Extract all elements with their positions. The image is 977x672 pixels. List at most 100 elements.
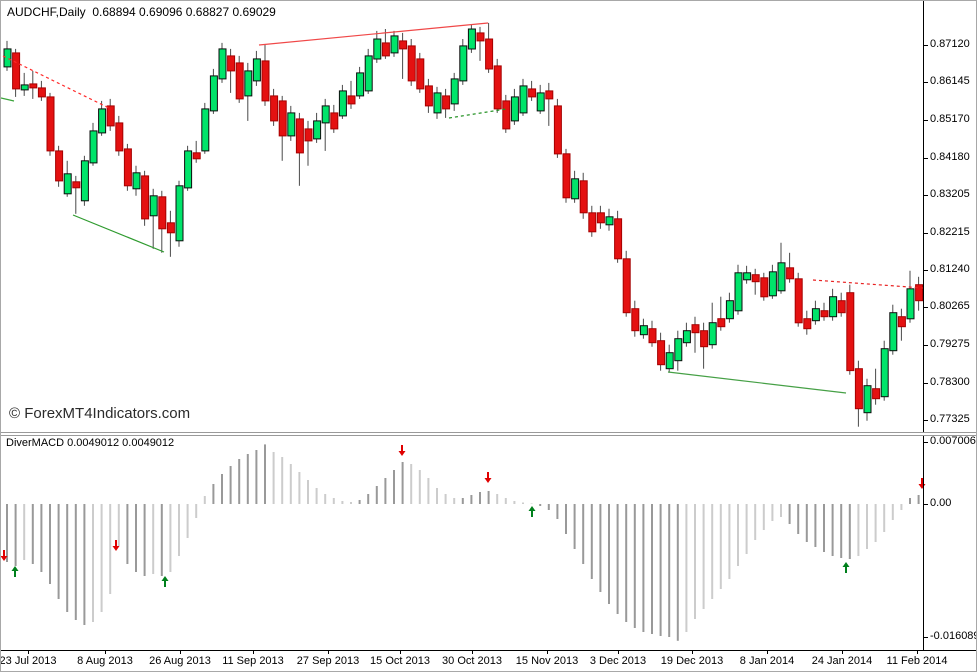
time-axis-label: 11 Sep 2013 xyxy=(222,655,284,667)
histogram-bar xyxy=(289,464,292,504)
bear-candle-body xyxy=(278,100,287,137)
histogram-bar xyxy=(324,494,327,504)
histogram-bar xyxy=(616,504,619,614)
bear-candle-body xyxy=(751,274,760,283)
bear-candle-body xyxy=(424,85,433,107)
histogram-bar xyxy=(909,498,911,504)
histogram-bar xyxy=(762,504,765,530)
histogram-bar xyxy=(195,504,198,518)
histogram-bar xyxy=(66,504,69,612)
bear-candle-body xyxy=(803,318,812,330)
histogram-bar xyxy=(427,478,430,504)
bull-candle-body xyxy=(863,385,872,414)
histogram-bar xyxy=(685,504,688,632)
bear-candle-body xyxy=(476,32,485,42)
indicator-axis-label: -0.0160892 xyxy=(930,630,976,642)
histogram-bar xyxy=(728,504,731,579)
histogram-bar xyxy=(74,504,77,620)
sell-arrow-icon xyxy=(398,445,406,456)
indicator-chart-area[interactable] xyxy=(1,436,923,650)
histogram-bar xyxy=(367,494,370,504)
time-axis-label: 26 Aug 2013 xyxy=(149,655,211,667)
watermark: © ForexMT4Indicators.com xyxy=(9,405,191,422)
buy-arrow-icon xyxy=(161,576,169,587)
bear-candle-body xyxy=(562,153,571,199)
bull-candle-body xyxy=(63,173,72,195)
histogram-bar xyxy=(814,504,817,547)
buy-arrow-icon xyxy=(842,562,850,573)
bull-candle-body xyxy=(829,296,838,318)
histogram-bar xyxy=(281,457,284,504)
price-axis-label: 0.83205 xyxy=(930,188,970,200)
histogram-bar xyxy=(393,470,395,504)
histogram-bar xyxy=(590,504,593,579)
histogram-bar xyxy=(676,504,679,641)
bear-candle-body xyxy=(166,222,175,234)
bear-candle-body xyxy=(846,292,855,372)
bear-candle-body xyxy=(897,316,906,328)
histogram-bar xyxy=(272,452,275,504)
histogram-bar xyxy=(384,478,387,504)
histogram-bar xyxy=(797,504,800,534)
bear-candle-body xyxy=(442,95,451,110)
price-axis-label: 0.79275 xyxy=(930,338,970,350)
histogram-bar xyxy=(186,504,189,538)
bull-candle-body xyxy=(356,72,365,97)
histogram-bar xyxy=(31,504,34,564)
bear-candle-body xyxy=(381,42,390,57)
price-axis-labels: 0.87120 0.86145 0.85170 0.84180 0.83205 0.822… xyxy=(923,1,976,432)
bear-candle-body xyxy=(261,60,270,102)
bull-candle-body xyxy=(287,112,296,137)
bear-candle-body xyxy=(235,62,244,100)
histogram-bar xyxy=(582,504,585,564)
histogram-bar xyxy=(40,504,43,572)
histogram-bar xyxy=(109,504,112,594)
histogram-bar xyxy=(565,504,567,534)
histogram-bar xyxy=(504,498,507,504)
histogram-bar xyxy=(866,504,868,549)
bull-candle-body xyxy=(321,105,330,124)
bear-candle-body xyxy=(786,267,795,280)
histogram-bar xyxy=(891,504,894,520)
bear-candle-body xyxy=(46,96,55,152)
bear-candle-body xyxy=(106,105,115,127)
time-axis-label: 23 Jul 2013 xyxy=(0,655,57,667)
candlestick-series xyxy=(3,22,924,427)
bear-candle-body xyxy=(872,388,881,400)
price-axis-label: 0.82215 xyxy=(930,226,970,238)
main-chart-area[interactable] xyxy=(1,1,923,432)
histogram-bar xyxy=(745,504,748,554)
bull-candle-body xyxy=(89,130,98,164)
histogram-bar xyxy=(117,504,120,546)
early-bullish-divergence-line xyxy=(72,214,165,253)
bear-candle-body xyxy=(72,181,81,189)
bull-candle-body xyxy=(3,48,12,68)
histogram-bar xyxy=(410,464,413,504)
time-axis-label: 15 Oct 2013 xyxy=(370,655,430,667)
bear-candle-body xyxy=(12,52,21,90)
histogram-bar xyxy=(453,498,456,504)
histogram-bar xyxy=(754,504,757,540)
bull-candle-body xyxy=(536,92,545,112)
histogram-bar xyxy=(23,504,26,560)
histogram-bar xyxy=(633,504,636,628)
bull-candle-body xyxy=(708,322,717,346)
histogram-bar xyxy=(573,504,576,549)
bear-candle-body xyxy=(837,300,846,314)
histogram-bar xyxy=(143,504,146,576)
price-axis-label: 0.81240 xyxy=(930,263,970,275)
divergence-trendlines xyxy=(1,22,924,394)
histogram-bar xyxy=(659,504,662,636)
histogram-bar xyxy=(418,470,421,504)
price-axis-label: 0.85170 xyxy=(930,113,970,125)
bear-candle-body xyxy=(399,40,408,50)
bear-candle-body xyxy=(528,88,537,98)
histogram-bar xyxy=(608,504,610,604)
histogram-bar xyxy=(307,480,309,504)
histogram-bar xyxy=(315,488,318,504)
indicator-axis-label: 0.00 xyxy=(930,497,952,509)
histogram-bar xyxy=(332,498,335,504)
histogram-bar xyxy=(229,466,232,504)
bull-candle-body xyxy=(218,48,227,80)
time-axis-label: 30 Oct 2013 xyxy=(442,655,502,667)
